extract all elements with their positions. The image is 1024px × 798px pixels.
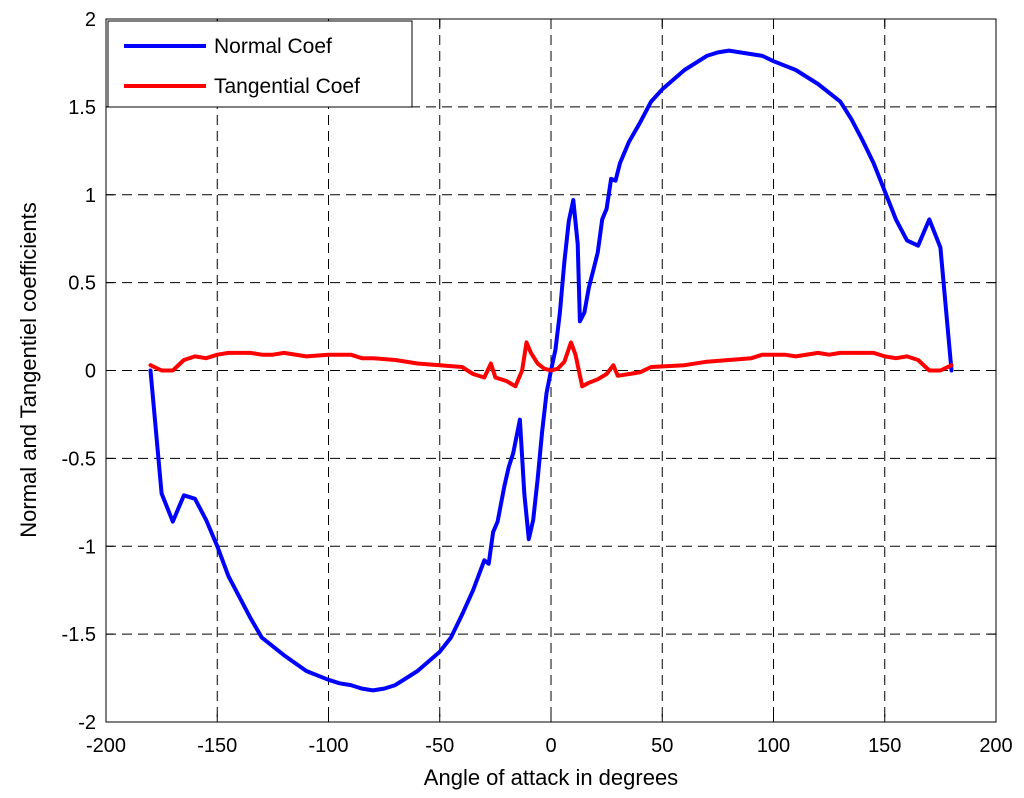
y-axis-label: Normal and Tangentiel coefficients <box>16 202 41 538</box>
x-tick-label: 0 <box>545 735 556 757</box>
legend: Normal Coef Tangential Coef <box>107 20 413 108</box>
x-tick-label: 200 <box>979 735 1012 757</box>
y-tick-label: -2 <box>78 712 96 734</box>
x-tick-label: 150 <box>868 735 901 757</box>
x-tick-label: -50 <box>425 735 454 757</box>
x-tick-label: -100 <box>308 735 348 757</box>
series-group <box>148 48 954 693</box>
series-line-tangential-coef <box>148 340 954 389</box>
x-tick-label: 100 <box>757 735 790 757</box>
y-tick-label: -1.5 <box>62 624 96 646</box>
legend-box <box>107 20 413 108</box>
y-tick-label: 1 <box>85 185 96 207</box>
tick-labels: -200 -150 -100 -50 0 50 100 150 200 -2 -1.5 -1 -0.5 0… <box>62 9 1013 757</box>
plot-frame <box>105 18 997 723</box>
x-axis-label: Angle of attack in degrees <box>424 765 678 790</box>
y-tick-label: -0.5 <box>62 448 96 470</box>
y-tick-label: 0.5 <box>68 273 96 295</box>
x-tick-label: -150 <box>197 735 237 757</box>
legend-label: Tangential Coef <box>214 75 360 98</box>
y-tick-label: 1.5 <box>68 97 96 119</box>
series-line-normal-coef <box>148 48 954 693</box>
x-tick-label: 50 <box>651 735 673 757</box>
legend-label: Normal Coef <box>214 35 332 58</box>
y-tick-label: 2 <box>85 9 96 31</box>
x-tick-label: -200 <box>86 735 126 757</box>
y-tick-label: -1 <box>78 536 96 558</box>
y-tick-label: 0 <box>85 361 96 383</box>
